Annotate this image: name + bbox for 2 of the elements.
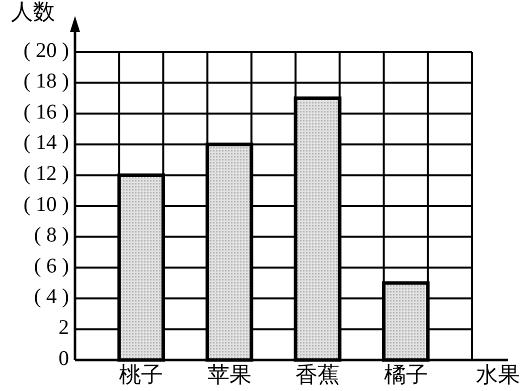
xlabel: 水果 xyxy=(476,362,520,388)
ylabel: 人数 xyxy=(11,0,55,24)
